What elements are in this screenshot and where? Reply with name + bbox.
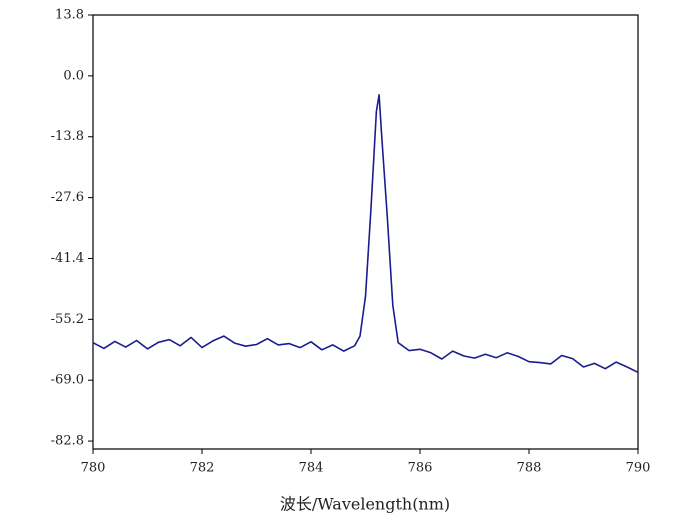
y-tick-label: -69.0: [51, 373, 84, 388]
y-tick-label: -55.2: [51, 312, 84, 327]
y-tick-label: 0.0: [63, 68, 84, 83]
x-tick-label: 788: [517, 461, 542, 476]
x-axis-label: 波长/Wavelength(nm): [280, 495, 450, 514]
y-tick-label: -82.8: [51, 434, 84, 449]
plot-frame: [92, 14, 639, 450]
y-tick-label: -41.4: [51, 251, 84, 266]
y-tick-label: -27.6: [51, 190, 84, 205]
x-tick-label: 782: [190, 461, 215, 476]
y-tick-label: 13.8: [55, 8, 84, 23]
x-tick-label: 784: [299, 461, 324, 476]
y-tick-label: -13.8: [51, 129, 84, 144]
x-tick-label: 780: [81, 461, 106, 476]
x-tick-label: 786: [408, 461, 433, 476]
data-line: [92, 94, 639, 374]
x-tick-label: 790: [626, 461, 651, 476]
